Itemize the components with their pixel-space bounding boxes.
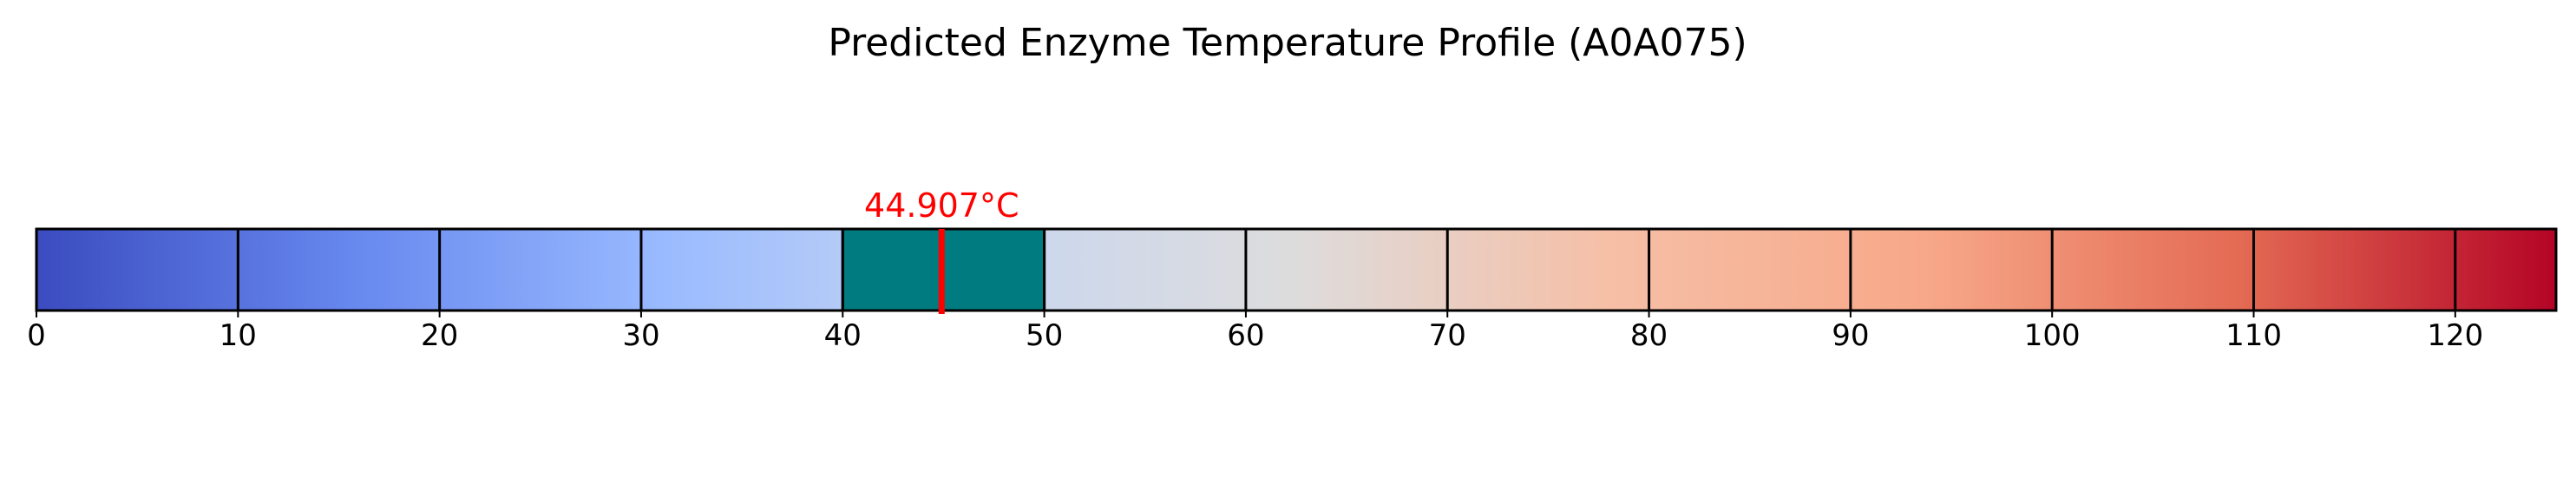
x-tick-label: 30 (622, 318, 659, 353)
x-tick-label: 120 (2427, 318, 2483, 353)
x-tick-label: 70 (1429, 318, 1466, 353)
colormap-bar (36, 229, 2556, 311)
x-tick-label: 110 (2225, 318, 2282, 353)
x-tick-label: 50 (1026, 318, 1063, 353)
predicted-temperature-label: 44.907°C (864, 186, 1019, 225)
plot-area: 0 10 20 30 40 50 60 70 80 90 100 110 120 44.907°C (27, 186, 2558, 353)
x-tick-label: 0 (27, 318, 46, 353)
x-tick-label: 60 (1227, 318, 1264, 353)
x-tick-label: 20 (421, 318, 458, 353)
x-tick-label: 90 (1832, 318, 1869, 353)
x-tick-label: 80 (1630, 318, 1668, 353)
chart-title: Predicted Enzyme Temperature Profile (A0… (828, 21, 1747, 65)
colorbar-frame (35, 227, 2558, 312)
x-tick-label: 100 (2024, 318, 2081, 353)
x-tick-label: 10 (220, 318, 257, 353)
x-tick-label: 40 (824, 318, 862, 353)
